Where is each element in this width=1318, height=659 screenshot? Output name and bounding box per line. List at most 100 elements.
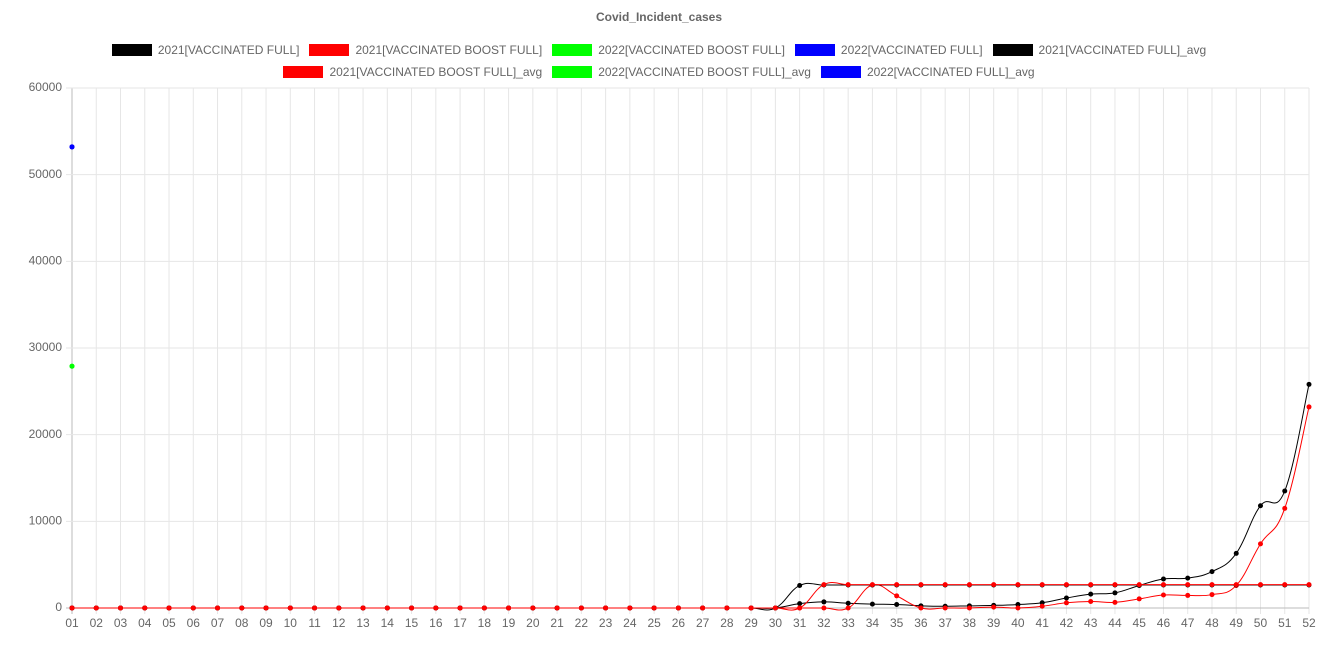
data-point xyxy=(506,605,512,611)
x-tick-label: 50 xyxy=(1254,616,1268,630)
data-point xyxy=(93,605,99,611)
data-point xyxy=(1088,591,1094,597)
data-point xyxy=(1063,582,1069,588)
x-tick-label: 25 xyxy=(647,616,661,630)
legend-label: 2022[VACCINATED FULL]_avg xyxy=(866,65,1035,79)
data-point xyxy=(166,605,172,611)
legend-row: 2021[VACCINATED FULL] 2021[VACCINATED BOO… xyxy=(0,43,1318,57)
data-point xyxy=(215,605,221,611)
legend-label: 2021[VACCINATED BOOST FULL] xyxy=(355,43,543,57)
data-point xyxy=(1112,582,1118,588)
data-point xyxy=(700,605,706,611)
data-point xyxy=(918,582,924,588)
data-point xyxy=(894,593,900,599)
y-tick-label: 0 xyxy=(55,600,62,614)
y-tick-label: 60000 xyxy=(29,80,63,94)
x-tick-label: 30 xyxy=(769,616,783,630)
data-point xyxy=(1039,600,1045,606)
legend-item[interactable]: 2022[VACCINATED FULL]_avg xyxy=(820,65,1035,79)
series-line xyxy=(71,406,1310,611)
data-point xyxy=(481,605,487,611)
x-tick-label: 13 xyxy=(356,616,370,630)
x-tick-label: 45 xyxy=(1133,616,1147,630)
data-point xyxy=(69,144,75,150)
data-point xyxy=(1015,605,1021,611)
x-tick-label: 41 xyxy=(1036,616,1050,630)
x-tick-label: 15 xyxy=(405,616,419,630)
x-tick-label: 51 xyxy=(1278,616,1292,630)
data-point xyxy=(1209,592,1215,598)
data-point xyxy=(1015,602,1021,608)
data-point xyxy=(190,605,196,611)
x-tick-label: 22 xyxy=(575,616,589,630)
data-point xyxy=(748,605,754,611)
legend-item[interactable]: 2021[VACCINATED FULL] xyxy=(111,43,300,57)
data-point xyxy=(845,600,851,606)
x-tick-label: 36 xyxy=(914,616,928,630)
data-point xyxy=(869,582,875,588)
data-point xyxy=(942,605,948,611)
legend-item[interactable]: 2021[VACCINATED BOOST FULL]_avg xyxy=(283,65,542,79)
data-point xyxy=(433,605,439,611)
data-point xyxy=(409,605,415,611)
data-point xyxy=(239,605,245,611)
x-tick-label: 29 xyxy=(744,616,758,630)
data-point xyxy=(1136,582,1142,588)
legend-label: 2021[VACCINATED FULL] xyxy=(157,43,300,57)
data-point xyxy=(1306,582,1312,588)
data-point xyxy=(1112,590,1118,596)
data-point xyxy=(1063,600,1069,606)
data-point xyxy=(312,605,318,611)
data-point xyxy=(1112,599,1118,605)
legend-item[interactable]: 2022[VACCINATED BOOST FULL] xyxy=(552,43,785,57)
data-point xyxy=(918,605,924,611)
data-point xyxy=(1015,582,1021,588)
y-tick-label: 20000 xyxy=(29,427,63,441)
y-tick-label: 40000 xyxy=(29,254,63,268)
x-tick-label: 52 xyxy=(1302,616,1316,630)
legend-item[interactable]: 2021[VACCINATED FULL]_avg xyxy=(992,43,1206,57)
x-tick-label: 33 xyxy=(841,616,855,630)
data-point xyxy=(530,605,536,611)
data-point xyxy=(627,605,633,611)
x-tick-label: 09 xyxy=(259,616,273,630)
data-point xyxy=(1306,404,1312,410)
data-point xyxy=(1233,550,1239,556)
data-point xyxy=(1257,582,1263,588)
y-tick-label: 10000 xyxy=(29,514,63,528)
x-tick-label: 31 xyxy=(793,616,807,630)
x-tick-label: 20 xyxy=(526,616,540,630)
data-point xyxy=(457,605,463,611)
legend-item[interactable]: 2022[VACCINATED FULL] xyxy=(794,43,983,57)
data-point xyxy=(142,605,148,611)
legend-label: 2022[VACCINATED BOOST FULL] xyxy=(598,43,785,57)
data-point xyxy=(1160,592,1166,598)
data-point xyxy=(1282,582,1288,588)
legend-swatch xyxy=(794,44,835,56)
x-tick-label: 27 xyxy=(696,616,710,630)
x-tick-label: 04 xyxy=(138,616,152,630)
x-tick-label: 06 xyxy=(187,616,201,630)
x-tick-label: 40 xyxy=(1011,616,1025,630)
data-point xyxy=(991,604,997,610)
data-point xyxy=(1088,599,1094,604)
legend-item[interactable]: 2022[VACCINATED BOOST FULL]_avg xyxy=(552,65,811,79)
legend-swatch xyxy=(111,44,152,56)
legend-swatch xyxy=(820,66,861,78)
data-point xyxy=(554,605,560,611)
data-point xyxy=(966,582,972,588)
legend-swatch xyxy=(309,44,350,56)
x-tick-label: 16 xyxy=(429,616,443,630)
x-tick-label: 35 xyxy=(890,616,904,630)
legend-swatch xyxy=(992,44,1033,56)
data-point xyxy=(1209,569,1215,575)
x-tick-label: 48 xyxy=(1205,616,1219,630)
legend-item[interactable]: 2021[VACCINATED BOOST FULL] xyxy=(309,43,542,57)
x-tick-label: 46 xyxy=(1157,616,1171,630)
x-tick-label: 38 xyxy=(963,616,977,630)
data-point xyxy=(1233,582,1239,588)
data-point xyxy=(384,605,390,611)
data-point xyxy=(651,605,657,611)
